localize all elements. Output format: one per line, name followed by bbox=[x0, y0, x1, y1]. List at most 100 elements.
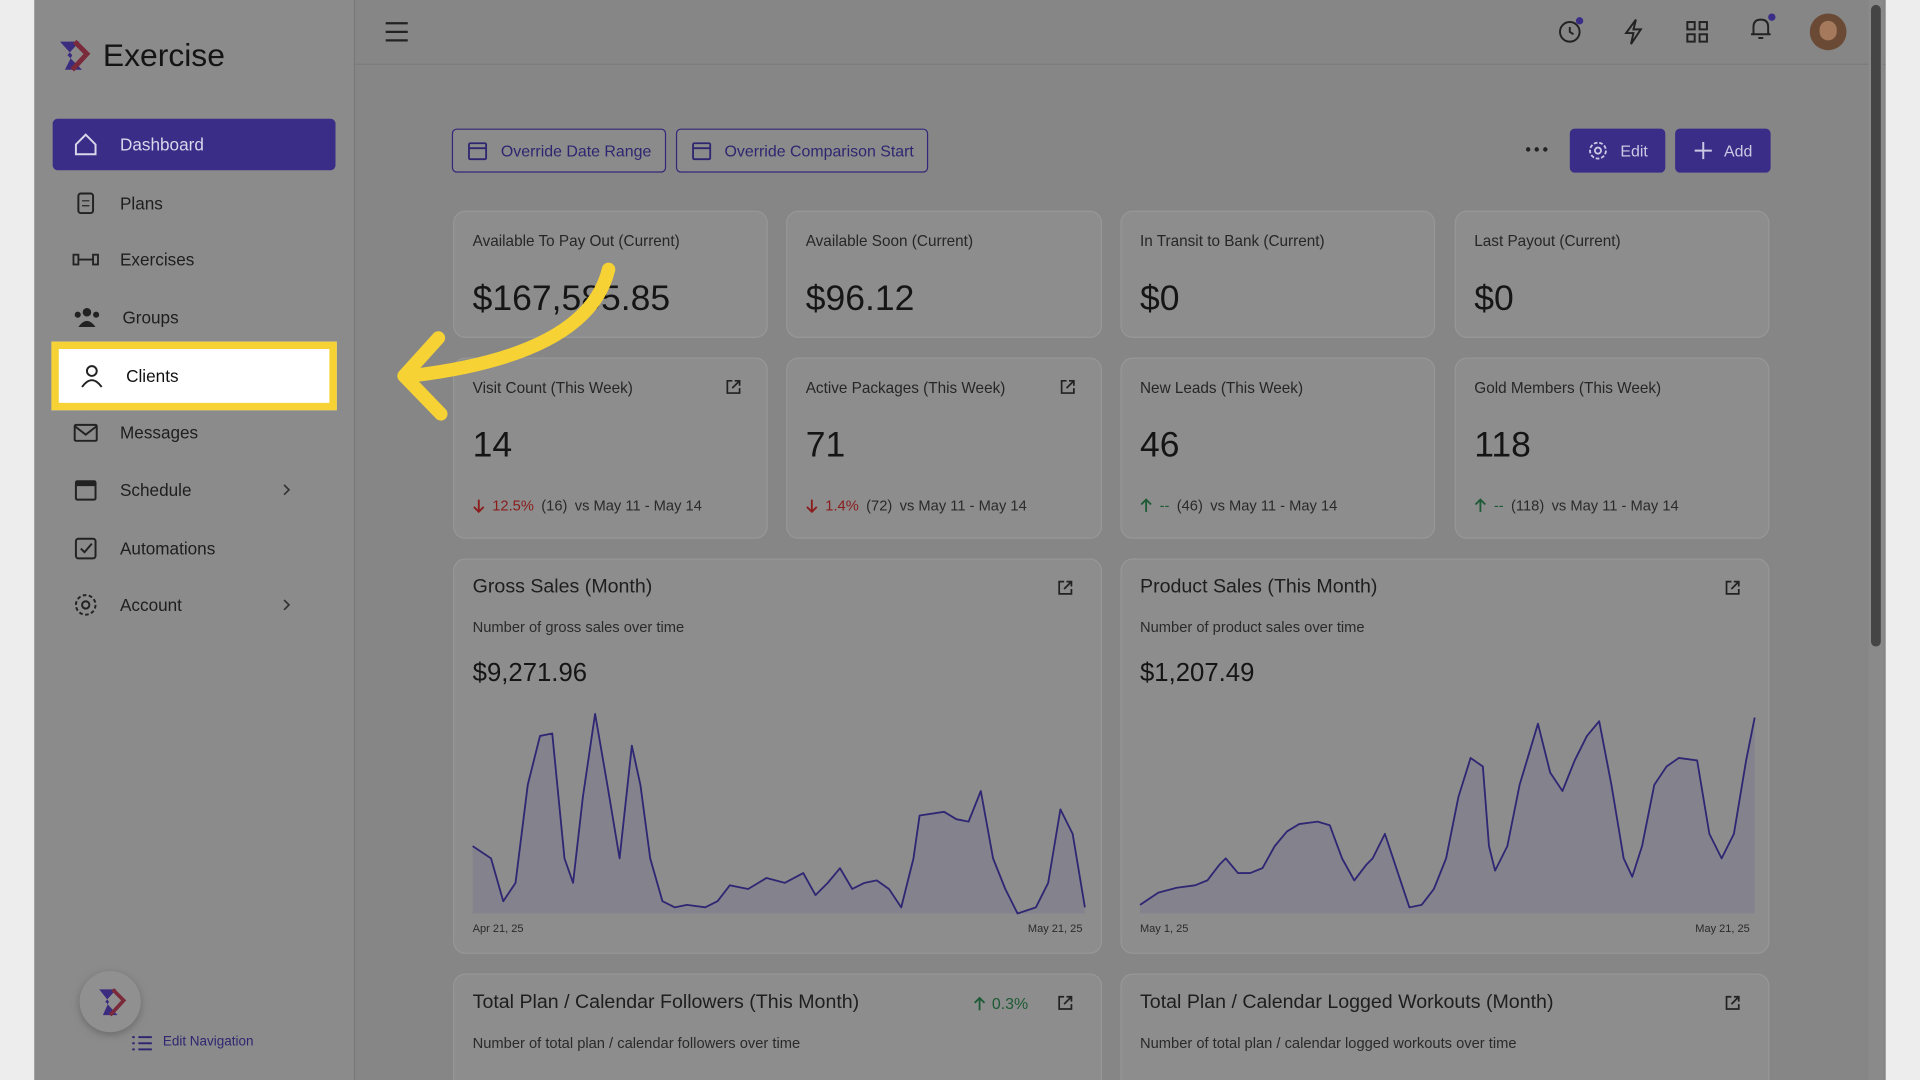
bolt-button[interactable] bbox=[1621, 17, 1645, 46]
down-arrow bbox=[806, 499, 818, 514]
icon bbox=[74, 480, 97, 501]
open-button[interactable] bbox=[1057, 994, 1074, 1011]
weekly-card: Active Packages (This Week) 71 1.4% (72) vs … bbox=[786, 357, 1103, 539]
stat-card: Last Payout (Current) $0 bbox=[1454, 210, 1770, 338]
stat-label: Last Payout (Current) bbox=[1474, 232, 1621, 250]
button-label: Override Date Range bbox=[500, 141, 652, 160]
nav-item[interactable]: Account bbox=[53, 579, 336, 630]
nav-item[interactable]: Dashboard bbox=[52, 118, 336, 171]
change: 0.3% bbox=[991, 994, 1029, 1013]
button-label: Add bbox=[1723, 141, 1753, 160]
comparison: -- (46) vs May 11 - May 14 bbox=[1140, 497, 1337, 514]
more-button[interactable] bbox=[1524, 144, 1548, 154]
open-button[interactable] bbox=[1724, 994, 1741, 1011]
chart-card: Gross Sales (Month) Number of gross sale… bbox=[453, 558, 1103, 954]
date-range-button[interactable]: Override Date Range bbox=[451, 128, 667, 173]
nav-label: Schedule bbox=[120, 480, 192, 500]
previous: (16) bbox=[541, 497, 568, 515]
edit-navigation[interactable]: Edit Navigation bbox=[162, 1034, 254, 1050]
weekly-card: New Leads (This Week) 46 -- (46) vs May 11 -… bbox=[1120, 357, 1436, 539]
chart-subtitle: Number of total plan / calendar logged w… bbox=[1140, 1034, 1517, 1052]
nav-item[interactable]: Messages bbox=[53, 407, 336, 458]
stat-label: Available To Pay Out (Current) bbox=[472, 232, 680, 250]
nav-label: Account bbox=[120, 595, 182, 615]
nav-item[interactable]: Schedule bbox=[53, 464, 336, 515]
stat-card: Available To Pay Out (Current) $167,585.8… bbox=[453, 210, 768, 338]
change: 12.5% bbox=[492, 497, 534, 515]
date-start: May 1, 25 bbox=[1140, 922, 1189, 935]
nav-item[interactable]: Exercises bbox=[53, 234, 336, 285]
period: vs May 11 - May 14 bbox=[1210, 497, 1338, 515]
stat-label: Available Soon (Current) bbox=[805, 232, 974, 250]
period: vs May 11 - May 14 bbox=[1551, 497, 1679, 515]
nav-label: Messages bbox=[120, 422, 199, 443]
icon bbox=[1589, 141, 1608, 160]
open-button[interactable] bbox=[1059, 378, 1076, 395]
previous: (46) bbox=[1176, 497, 1203, 515]
chart-title: Product Sales (This Month) bbox=[1140, 576, 1378, 598]
icon bbox=[74, 594, 97, 616]
chart-subtitle: Number of total plan / calendar follower… bbox=[472, 1034, 801, 1052]
previous: (72) bbox=[866, 497, 893, 515]
comparison: 12.5% (16) vs May 11 - May 14 bbox=[473, 497, 702, 514]
chevron bbox=[283, 484, 291, 496]
button-label: Edit bbox=[1620, 141, 1648, 160]
previous: (118) bbox=[1511, 497, 1545, 515]
scroll-thumb[interactable] bbox=[1871, 4, 1881, 647]
nav-item-highlighted[interactable]: Clients bbox=[51, 341, 337, 411]
chart-card: Total Plan / Calendar Followers (This Mo… bbox=[453, 973, 1103, 1080]
chart-title: Gross Sales (Month) bbox=[472, 576, 653, 598]
nav-item[interactable]: Automations bbox=[53, 523, 336, 574]
date-end: May 21, 25 bbox=[1027, 922, 1083, 935]
icon bbox=[77, 192, 95, 215]
help-button[interactable] bbox=[79, 971, 141, 1033]
chart-title: Total Plan / Calendar Followers (This Mo… bbox=[472, 991, 860, 1013]
history-button[interactable] bbox=[1556, 16, 1585, 45]
sidebar: Exercise Dashboard Plans Exercises Group… bbox=[34, 0, 356, 1080]
icon bbox=[468, 142, 488, 161]
icon bbox=[691, 142, 711, 161]
app-name: Exercise bbox=[102, 36, 225, 74]
add-button[interactable]: Add bbox=[1675, 128, 1771, 173]
chart-subtitle: Number of gross sales over time bbox=[472, 618, 685, 636]
open-button[interactable] bbox=[1724, 579, 1741, 596]
menu-button[interactable] bbox=[384, 21, 408, 43]
change: 1.4% bbox=[825, 497, 859, 515]
weekly-card: Gold Members (This Week) 118 -- (118) vs May… bbox=[1454, 357, 1770, 539]
apps-button[interactable] bbox=[1685, 20, 1709, 44]
edit-button[interactable]: Edit bbox=[1569, 128, 1666, 173]
notifications-button[interactable] bbox=[1747, 12, 1776, 44]
weekly-value: 46 bbox=[1140, 426, 1180, 466]
trend: 0.3% bbox=[973, 994, 1029, 1013]
weekly-value: 118 bbox=[1474, 426, 1531, 466]
nav-item[interactable]: Plans bbox=[53, 178, 336, 229]
down-arrow bbox=[473, 499, 485, 514]
icon bbox=[74, 307, 100, 327]
period: vs May 11 - May 14 bbox=[899, 497, 1027, 515]
app: Exercise Dashboard Plans Exercises Group… bbox=[34, 0, 1886, 1080]
icon bbox=[74, 537, 97, 560]
date-start: Apr 21, 25 bbox=[472, 922, 524, 935]
open-button[interactable] bbox=[1057, 579, 1074, 596]
top-bar bbox=[355, 0, 1886, 65]
comparison-button[interactable]: Override Comparison Start bbox=[675, 128, 929, 173]
chart-subtitle: Number of product sales over time bbox=[1140, 618, 1365, 636]
button-label: Override Comparison Start bbox=[724, 141, 914, 160]
chart-title: Total Plan / Calendar Logged Workouts (M… bbox=[1140, 991, 1554, 1013]
period: vs May 11 - May 14 bbox=[574, 497, 702, 515]
nav-item[interactable]: Groups bbox=[53, 291, 336, 342]
icon bbox=[74, 133, 97, 156]
open-button[interactable] bbox=[725, 378, 742, 395]
avatar[interactable] bbox=[1809, 13, 1847, 51]
nav-label: Dashboard bbox=[120, 134, 204, 155]
nav-label: Clients bbox=[126, 366, 179, 386]
chart-card: Total Plan / Calendar Logged Workouts (M… bbox=[1120, 973, 1770, 1080]
scrollbar bbox=[1868, 0, 1884, 1080]
change: -- bbox=[1159, 497, 1170, 515]
weekly-card: Visit Count (This Week) 14 12.5% (16) vs May… bbox=[453, 357, 768, 539]
stat-value: $0 bbox=[1140, 279, 1180, 319]
sparkline bbox=[1139, 717, 1756, 914]
avatar-face bbox=[1819, 20, 1837, 41]
icon bbox=[72, 253, 99, 266]
